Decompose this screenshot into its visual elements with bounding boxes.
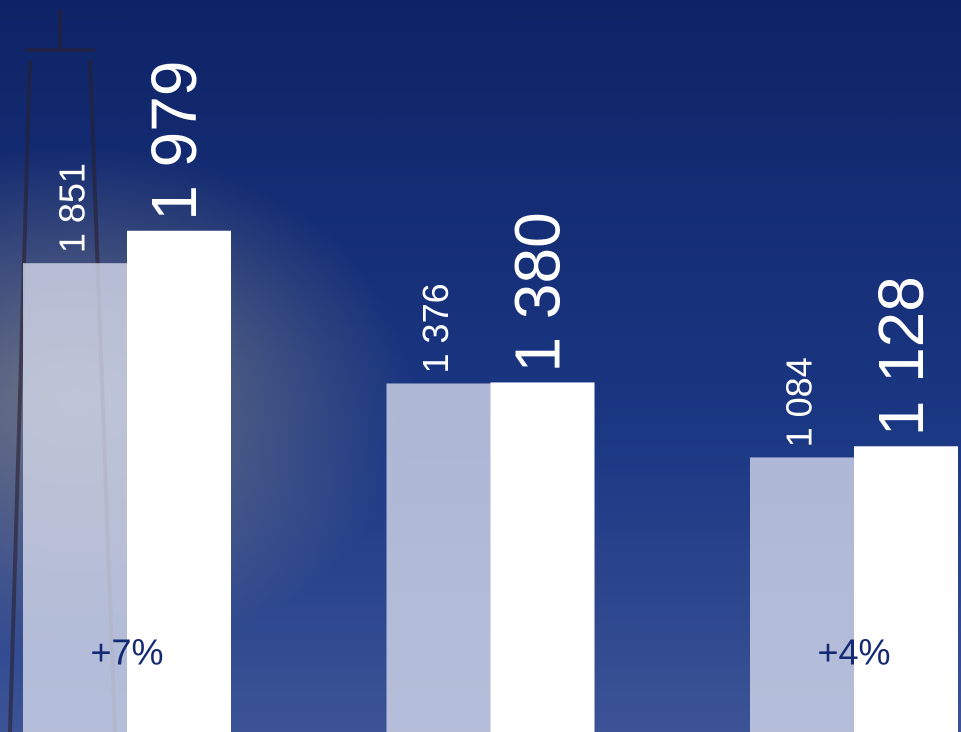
page: 1 8511 979+7%1 3761 3801 0841 128+4% (()… <box>0 0 961 732</box>
value-label: 1 380 <box>501 212 573 372</box>
value-label: 1 376 <box>415 283 456 373</box>
annotation: +7% <box>90 632 163 673</box>
bar <box>750 457 854 732</box>
bar <box>854 446 958 732</box>
value-label: 1 851 <box>52 163 93 253</box>
value-label: 1 128 <box>865 276 937 436</box>
value-label: 1 979 <box>138 61 210 221</box>
value-label: 1 084 <box>779 357 820 447</box>
bar <box>491 382 595 732</box>
chart: 1 851 1 979 +7% 1 376 1 380 1 084 1 128 +4% <box>0 0 961 732</box>
bar <box>387 383 491 732</box>
annotation: +4% <box>817 632 890 673</box>
